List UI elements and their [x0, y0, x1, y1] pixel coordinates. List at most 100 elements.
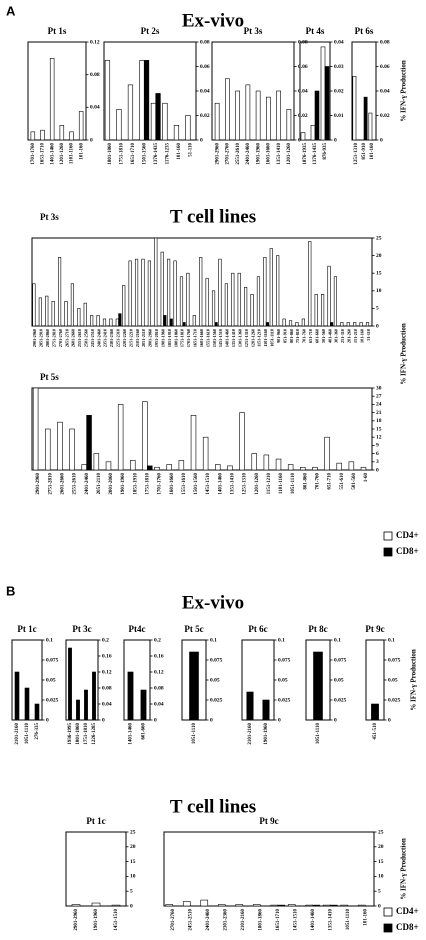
y-tick-label: 0.025 [46, 697, 59, 703]
bar [160, 251, 164, 327]
x-tick-label: 1751-1810 [119, 143, 124, 165]
y-tick-label: 5 [130, 888, 133, 894]
x-tick-label: 2601-2660 [60, 473, 65, 495]
plot-frame [31, 387, 373, 471]
bar [93, 453, 100, 471]
plot-frame [163, 831, 375, 907]
bar [59, 125, 65, 141]
bar [227, 465, 233, 471]
y-tick-label: 20 [130, 844, 136, 850]
bar [199, 257, 203, 327]
x-tick-label: 201-260 [347, 329, 352, 343]
x-tick-label: 1251-1310 [354, 143, 359, 165]
bar [251, 453, 257, 471]
x-tick-label: 2551-2610 [73, 473, 78, 495]
chart-title: Pt 3c [72, 624, 91, 634]
y-tick-label: 0.04 [154, 701, 164, 707]
y-tick-label: 0 [378, 903, 381, 909]
x-tick-label: 1201-1260 [250, 329, 255, 347]
x-tick-label: 1551-1610 [182, 473, 187, 495]
bar [38, 297, 42, 327]
y-tick-label: 0.05 [278, 677, 288, 683]
bar [105, 461, 112, 471]
chart-title: Pt 3s [40, 212, 59, 222]
bar [185, 115, 191, 141]
x-tick-label: 1701-1760 [186, 329, 191, 347]
x-tick-label: 2201-2260 [122, 329, 127, 347]
bar [224, 283, 228, 327]
bar [140, 689, 147, 721]
x-tick-label: 851-910 [362, 143, 367, 160]
y-tick-label: 0.16 [154, 653, 164, 659]
x-tick-label: 1351-1410 [230, 473, 235, 495]
chart-title: Pt 1c [17, 624, 36, 634]
bar [90, 315, 94, 327]
y-axis-label: % IFN-γ Production [400, 323, 408, 385]
bar [127, 671, 134, 721]
bar [300, 466, 306, 471]
bar [96, 315, 100, 327]
y-tick-label: 21 [376, 410, 382, 416]
bar [165, 904, 174, 907]
bar [182, 322, 186, 327]
y-tick-label: 0.05 [334, 677, 344, 683]
plot-frame [65, 831, 127, 907]
chart-title: Pt 5c [184, 624, 203, 634]
y-tick-label: 0.04 [102, 701, 112, 707]
bar [256, 276, 261, 327]
x-tick-label: 2051-2110 [97, 473, 102, 495]
bar [118, 313, 122, 327]
bar [363, 96, 368, 141]
bar [69, 131, 74, 141]
y-tick-label: 0.12 [102, 669, 112, 675]
bar [102, 318, 107, 327]
bar [288, 320, 293, 327]
bar [365, 322, 370, 327]
y-tick-label: 10 [376, 288, 382, 294]
bar [179, 276, 184, 327]
y-tick-label: 0.025 [278, 697, 291, 703]
x-tick-label: 901-960 [276, 329, 281, 343]
bar [214, 102, 220, 141]
y-tick-label: 15 [376, 426, 382, 432]
bar [83, 302, 87, 327]
bar [45, 295, 49, 327]
bar [246, 691, 254, 721]
bar [321, 294, 325, 327]
y-tick-label: 25 [378, 829, 384, 835]
bar [275, 458, 282, 471]
y-tick-label: 3 [376, 459, 379, 465]
x-tick-label: 1376-1435 [313, 143, 318, 165]
legend-label: CD8+ [396, 922, 419, 932]
bar [263, 454, 270, 471]
x-tick-label: 1201-1260 [255, 473, 260, 495]
bar [245, 84, 251, 141]
x-tick-label: 1251-1310 [243, 473, 248, 495]
x-tick-label: 651-710 [328, 473, 333, 490]
bar [167, 258, 171, 327]
x-tick-label: 1051-1110 [346, 909, 351, 931]
x-tick-label: 1101-1160 [279, 473, 284, 495]
bar [34, 703, 40, 721]
x-tick-label: 801-860 [289, 329, 294, 343]
bar [277, 904, 286, 907]
x-tick-label: 1751-1810 [145, 473, 150, 495]
x-tick-label: 1376-1435 [154, 143, 159, 165]
y-tick-label: 0.04 [200, 88, 210, 94]
x-tick-label: 601-660 [142, 723, 147, 740]
x-tick-label: 1651-1710 [276, 909, 281, 931]
y-tick-label: 0.075 [210, 657, 223, 663]
x-tick-label: 2401-2460 [85, 473, 90, 495]
y-tick-label: 0 [388, 717, 391, 723]
x-tick-label: 1601-1660 [170, 473, 175, 495]
y-tick-label: 0.05 [210, 677, 220, 683]
chart-title: Pt 8c [308, 624, 327, 634]
y-tick-label: 0.01 [334, 113, 344, 119]
x-tick-label: 2151-2210 [128, 329, 133, 347]
x-tick-label: 2001-2060 [148, 329, 153, 347]
x-tick-label: 1401-1460 [129, 723, 134, 745]
bar [169, 318, 173, 327]
bar [70, 283, 74, 327]
section-title: T cell lines [170, 206, 256, 227]
x-tick-label: 1051-1110 [270, 329, 275, 347]
